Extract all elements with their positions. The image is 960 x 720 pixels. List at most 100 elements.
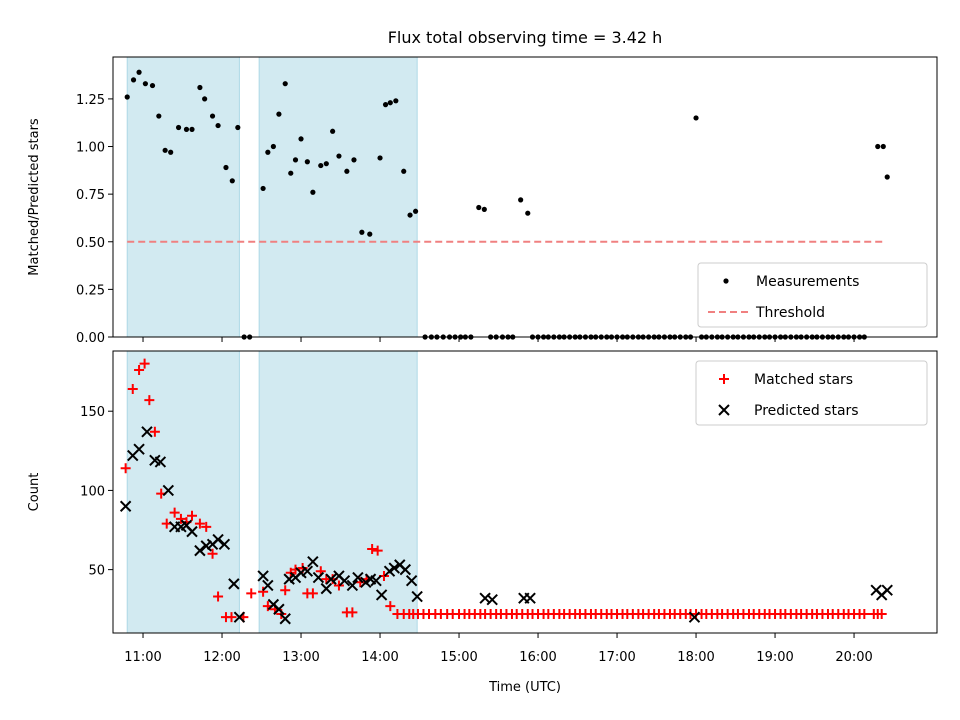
- predicted-star-point: [405, 575, 418, 587]
- matched-star-point: [169, 507, 180, 518]
- matched-star-point: [187, 510, 198, 521]
- matched-star-point: [120, 463, 131, 474]
- legend: Measurements Threshold: [697, 262, 928, 328]
- predicted-star-point: [346, 579, 359, 592]
- matched-star-point: [139, 358, 150, 369]
- predicted-star-point: [228, 578, 240, 590]
- measurement-point: [215, 122, 221, 129]
- measurement-point: [481, 206, 487, 212]
- measurement-point: [367, 231, 373, 237]
- measurement-point: [330, 128, 336, 134]
- predicted-star-point: [301, 565, 314, 577]
- measurement-point: [393, 98, 399, 104]
- y-tick-label: 50: [88, 564, 105, 579]
- matched-star-point: [367, 544, 378, 555]
- y-tick-label: 0.50: [76, 236, 105, 251]
- predicted-star-point: [312, 571, 325, 584]
- legend-label: Measurements: [756, 274, 859, 290]
- predicted-star-point: [262, 579, 274, 592]
- matched-star-point: [144, 395, 155, 406]
- matched-star-point: [134, 365, 145, 376]
- measurement-point: [156, 113, 162, 119]
- measurement-point: [401, 168, 407, 174]
- measurement-point: [136, 69, 142, 75]
- measurement-point: [875, 143, 881, 150]
- x-tick-label: 19:00: [756, 650, 793, 665]
- predicted-star-point: [375, 589, 388, 601]
- axes-frame: [112, 350, 938, 634]
- measurement-point: [202, 96, 208, 102]
- measurement-point: [518, 197, 524, 203]
- measurement-point: [288, 170, 294, 176]
- measurement-point: [168, 149, 174, 155]
- predicted-star-point: [486, 594, 498, 606]
- measurement-point: [310, 189, 316, 195]
- measurement-point: [351, 157, 357, 163]
- predicted-star-point: [194, 544, 206, 557]
- matched-star-point: [194, 518, 205, 529]
- measurement-point: [149, 82, 156, 89]
- matched-star-point: [149, 426, 160, 437]
- predicted-star-point: [370, 575, 382, 587]
- predicted-star-point: [388, 562, 400, 574]
- legend: Matched stars Predicted stars: [695, 360, 928, 426]
- measurement-point: [183, 126, 190, 132]
- predicted-star-point: [186, 525, 198, 538]
- y-tick-label: 0.75: [76, 188, 105, 203]
- predicted-star-point: [524, 592, 536, 604]
- legend-label: Matched stars: [754, 372, 853, 388]
- measurement-point: [382, 102, 389, 108]
- shaded-interval: [126, 350, 240, 634]
- x-tick-label: 18:00: [677, 650, 714, 665]
- measurement-point: [197, 84, 203, 91]
- measurement-point: [260, 185, 266, 192]
- predicted-star-point: [133, 443, 145, 455]
- matched-star-point: [859, 608, 870, 619]
- ratio-panel: 0.00 0.25 0.50 0.75 1.00 1.25 Matched/Predicte…: [27, 56, 938, 346]
- matched-star-point: [127, 384, 138, 395]
- measurement-point: [276, 111, 282, 117]
- predicted-star-point: [154, 456, 167, 468]
- measurement-point: [323, 161, 329, 167]
- measurement-point: [880, 143, 886, 150]
- measurement-point: [223, 164, 229, 171]
- measurement-point: [175, 124, 182, 131]
- measurement-point: [412, 208, 419, 214]
- measurement-point: [318, 162, 324, 169]
- shaded-interval: [258, 56, 418, 338]
- predicted-star-point: [411, 590, 423, 603]
- x-tick-label: 16:00: [519, 650, 556, 665]
- x-tick-label: 17:00: [598, 650, 635, 665]
- x-tick-label: 20:00: [835, 650, 872, 665]
- x-tick-label: 13:00: [282, 650, 319, 665]
- legend-marker: [719, 374, 729, 384]
- y-tick-label: 1.00: [76, 141, 105, 156]
- measurement-point: [344, 168, 350, 174]
- matched-star-point: [372, 545, 383, 556]
- predicted-star-point: [273, 603, 285, 615]
- predicted-star-point: [320, 582, 333, 595]
- matched-star-point: [175, 513, 186, 524]
- measurement-point: [359, 229, 365, 235]
- predicted-star-point: [399, 563, 412, 576]
- matched-star-point: [258, 586, 269, 597]
- predicted-star-point: [325, 573, 337, 585]
- matched-star-point: [201, 521, 212, 532]
- measurement-point: [189, 126, 195, 132]
- x-tick-label: 15:00: [440, 650, 477, 665]
- measurement-point: [304, 159, 310, 165]
- matched-star-point: [307, 588, 318, 599]
- measurement-point: [292, 157, 299, 163]
- predicted-star-point: [338, 575, 351, 587]
- measurement-point: [209, 113, 216, 119]
- predicted-star-point: [119, 500, 132, 512]
- matched-star-point: [207, 548, 218, 559]
- measurement-point: [162, 147, 168, 153]
- matched-star-point: [876, 608, 887, 619]
- y-axis-label: Matched/Predicted stars: [27, 118, 42, 276]
- y-tick-label: 100: [80, 484, 105, 499]
- predicted-star-point: [279, 613, 291, 625]
- predicted-star-point: [218, 538, 231, 550]
- measurement-point: [265, 149, 271, 155]
- matched-star-point: [280, 585, 291, 596]
